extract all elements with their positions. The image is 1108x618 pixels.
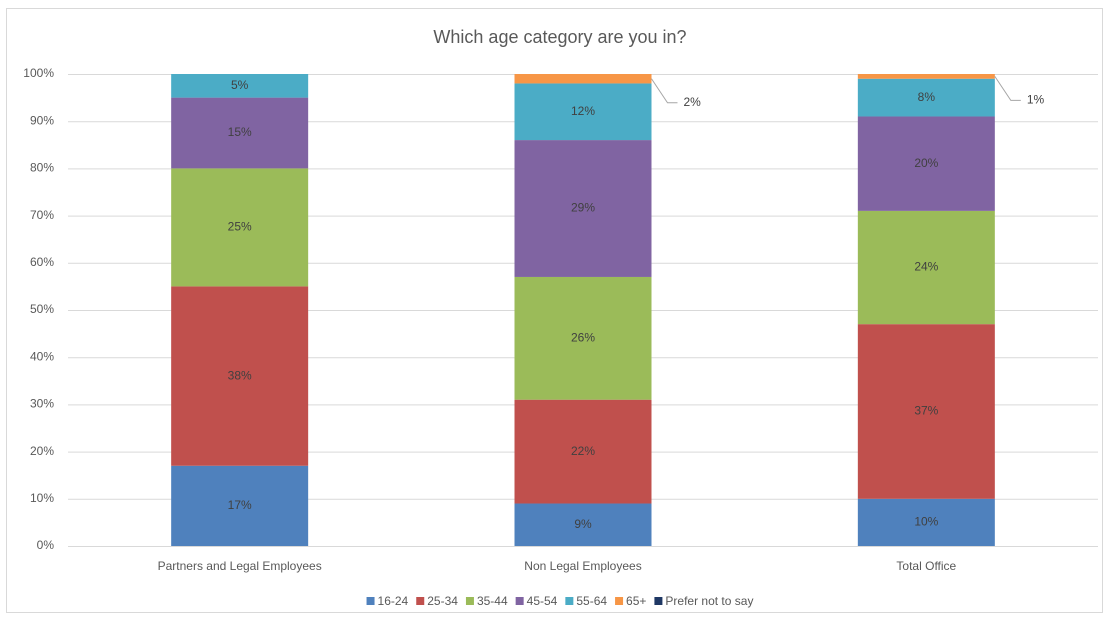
y-tick-label: 90% bbox=[30, 113, 54, 127]
bar-segment bbox=[171, 465, 309, 546]
bar-segment bbox=[857, 78, 995, 117]
y-tick-label: 0% bbox=[37, 538, 55, 552]
legend-label: Prefer not to say bbox=[665, 594, 753, 608]
bar-segment bbox=[857, 324, 995, 499]
data-label: 1% bbox=[1027, 93, 1045, 107]
y-tick-label: 10% bbox=[30, 491, 54, 505]
bar-segment bbox=[514, 83, 652, 141]
data-label: 2% bbox=[684, 95, 702, 109]
y-tick-label: 60% bbox=[30, 255, 54, 269]
data-label: 24% bbox=[914, 260, 938, 274]
y-tick-label: 50% bbox=[30, 302, 54, 316]
data-label: 9% bbox=[574, 517, 592, 531]
legend-swatch bbox=[565, 597, 574, 605]
data-label: 12% bbox=[571, 104, 595, 118]
legend-swatch bbox=[416, 597, 425, 605]
bar-segment bbox=[857, 498, 995, 546]
legend-label: 25-34 bbox=[427, 594, 458, 608]
data-label: 10% bbox=[914, 515, 938, 529]
data-label: 38% bbox=[228, 368, 252, 382]
legend-swatch bbox=[654, 597, 663, 605]
x-tick-label: Total Office bbox=[896, 559, 956, 573]
bar-segment bbox=[514, 276, 652, 400]
x-tick-label: Non Legal Employees bbox=[524, 559, 641, 573]
leader-line bbox=[651, 78, 678, 104]
data-label: 20% bbox=[914, 156, 938, 170]
legend-label: 55-64 bbox=[576, 594, 607, 608]
legend-swatch bbox=[615, 597, 624, 605]
bar-segment bbox=[171, 286, 309, 466]
y-tick-label: 70% bbox=[30, 208, 54, 222]
legend-label: 16-24 bbox=[378, 594, 409, 608]
legend-swatch bbox=[465, 597, 474, 605]
legend-label: 35-44 bbox=[477, 594, 508, 608]
data-label: 17% bbox=[228, 498, 252, 512]
legend-swatch bbox=[515, 597, 524, 605]
chart-title: Which age category are you in? bbox=[433, 27, 686, 47]
bar-segment bbox=[514, 399, 652, 504]
legend-swatch bbox=[366, 597, 375, 605]
data-label: 5% bbox=[231, 78, 249, 92]
bar-segment bbox=[171, 74, 309, 98]
bar-segment bbox=[171, 168, 309, 287]
data-label: 8% bbox=[918, 90, 936, 104]
data-label: 29% bbox=[571, 201, 595, 215]
legend-label: 45-54 bbox=[527, 594, 558, 608]
bar-segment bbox=[857, 74, 995, 79]
x-tick-label: Partners and Legal Employees bbox=[158, 559, 322, 573]
bar-segment bbox=[171, 97, 309, 169]
bar-segment bbox=[514, 74, 652, 84]
bar-segment bbox=[857, 116, 995, 211]
y-tick-label: 80% bbox=[30, 161, 54, 175]
y-tick-label: 30% bbox=[30, 397, 54, 411]
data-label: 26% bbox=[571, 330, 595, 344]
data-label: 15% bbox=[228, 125, 252, 139]
y-tick-label: 20% bbox=[30, 444, 54, 458]
data-label: 37% bbox=[914, 404, 938, 418]
bar-segment bbox=[857, 210, 995, 325]
y-tick-label: 40% bbox=[30, 349, 54, 363]
bar-segment bbox=[514, 140, 652, 277]
legend-label: 65+ bbox=[626, 594, 646, 608]
bar-segment bbox=[514, 503, 652, 546]
data-label: 25% bbox=[228, 220, 252, 234]
data-label: 22% bbox=[571, 444, 595, 458]
leader-line bbox=[994, 76, 1021, 101]
y-tick-label: 100% bbox=[23, 66, 54, 80]
